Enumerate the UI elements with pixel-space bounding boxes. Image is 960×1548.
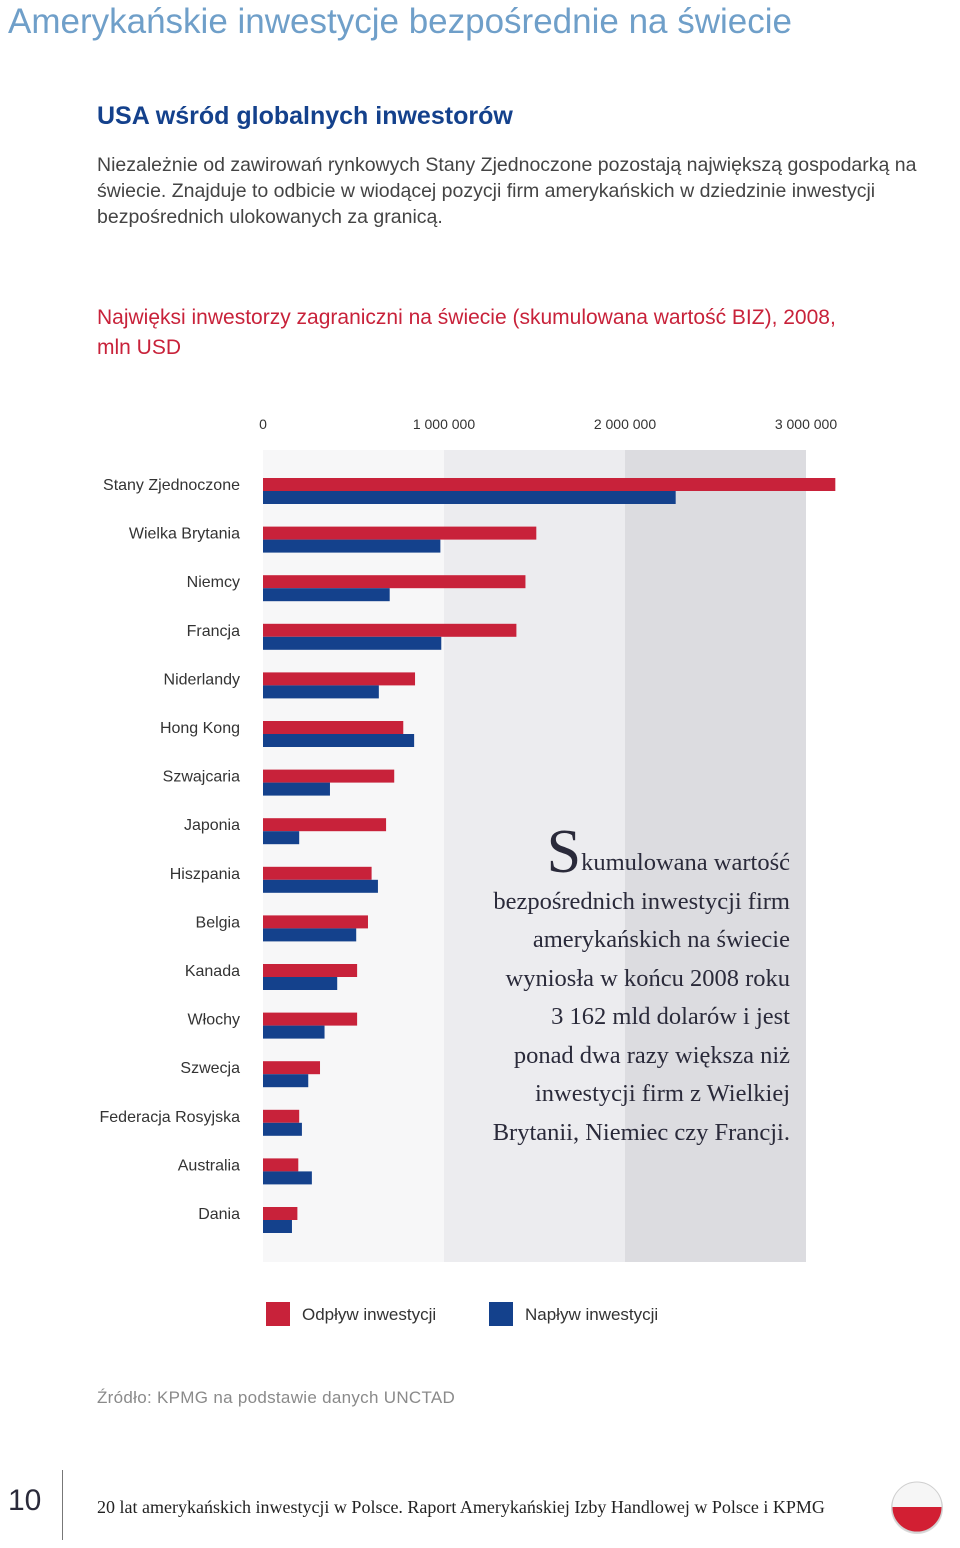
category-label: Hiszpania bbox=[170, 866, 240, 883]
bar-outflow bbox=[263, 769, 395, 783]
bar-inflow bbox=[263, 928, 357, 942]
intro-paragraph: Niezależnie od zawirowań rynkowych Stany… bbox=[97, 154, 917, 228]
legend-inflow-label: Napływ inwestycji bbox=[525, 1305, 659, 1324]
bar-outflow bbox=[263, 672, 416, 686]
bar-inflow bbox=[263, 1025, 325, 1039]
bar-outflow bbox=[263, 1158, 299, 1172]
category-label: Japonia bbox=[184, 817, 240, 834]
bar-inflow bbox=[263, 636, 442, 650]
quote-line: inwestycji firm z Wielkiej bbox=[534, 1080, 790, 1107]
bar-outflow bbox=[263, 478, 836, 491]
bar-outflow bbox=[263, 721, 404, 734]
category-label: Dania bbox=[198, 1206, 240, 1223]
bar-inflow bbox=[263, 977, 338, 990]
quote-line: ponad dwa razy większa niż bbox=[513, 1041, 790, 1069]
bar-outflow bbox=[263, 915, 368, 929]
category-label: Australia bbox=[178, 1157, 240, 1174]
category-label: Wielka Brytania bbox=[129, 526, 240, 543]
category-label: Niemcy bbox=[187, 574, 240, 591]
quote-line: kumulowana wartość bbox=[581, 849, 790, 876]
category-label: Szwecja bbox=[180, 1060, 240, 1077]
category-label: Kanada bbox=[185, 963, 240, 980]
page-number: 10 bbox=[8, 1484, 42, 1517]
bar-outflow bbox=[263, 623, 517, 637]
bar-inflow bbox=[263, 879, 378, 893]
bar-inflow bbox=[263, 1171, 312, 1185]
bar-outflow bbox=[263, 1207, 298, 1220]
chart-title: Najwięksi inwestorzy zagraniczni na świe… bbox=[97, 306, 836, 359]
grid-band bbox=[263, 450, 444, 1262]
section-heading: USA wśród globalnych inwestorów bbox=[97, 102, 513, 130]
bar-inflow bbox=[263, 685, 379, 699]
bar-inflow bbox=[263, 782, 330, 796]
bar-outflow bbox=[263, 1109, 300, 1123]
legend-outflow-label: Odpływ inwestycji bbox=[302, 1305, 437, 1324]
quote-line: wyniosła w końcu 2008 roku bbox=[505, 964, 790, 992]
bar-outflow bbox=[263, 575, 526, 589]
category-label: Federacja Rosyjska bbox=[100, 1109, 241, 1126]
bar-outflow bbox=[263, 1061, 321, 1075]
bar-chart: 0 1 000 000 2 000 000 3 000 000 Stany Zjedno… bbox=[100, 416, 837, 1262]
source-note: Źródło: KPMG na podstawie danych UNCTAD bbox=[97, 1388, 456, 1407]
x-tick-label: 3 000 000 bbox=[775, 416, 837, 432]
bar-inflow bbox=[263, 1074, 309, 1088]
quote-line: Brytanii, Niemiec czy Francji. bbox=[492, 1118, 790, 1146]
quote-line: amerykańskich na świecie bbox=[532, 926, 790, 953]
x-tick-label: 1 000 000 bbox=[413, 416, 475, 432]
quote-line: 3 162 mld dolarów i jest bbox=[551, 1003, 790, 1030]
bar-outflow bbox=[263, 818, 387, 832]
grid-band bbox=[625, 450, 806, 1262]
category-label: Hong Kong bbox=[160, 720, 240, 737]
page-title: Amerykańskie inwestycje bezpośrednie na … bbox=[8, 2, 792, 41]
category-label: Belgia bbox=[196, 914, 241, 931]
bar-outflow bbox=[263, 1012, 358, 1026]
x-tick-label: 0 bbox=[259, 416, 267, 432]
bar-inflow bbox=[263, 1122, 302, 1136]
category-label: Szwajcaria bbox=[163, 769, 240, 786]
bar-outflow bbox=[263, 866, 372, 880]
quote-callout: Skumulowana wartość bezpośrednich inwest… bbox=[480, 821, 790, 1152]
bar-inflow bbox=[263, 588, 390, 602]
category-label: Francja bbox=[187, 623, 240, 640]
quote-dropcap: S bbox=[546, 818, 582, 886]
bar-inflow bbox=[263, 831, 300, 845]
legend-outflow-swatch bbox=[266, 1302, 290, 1326]
category-label: Niderlandy bbox=[164, 671, 240, 688]
footer-divider bbox=[62, 1470, 63, 1540]
bar-inflow bbox=[263, 1220, 292, 1233]
bar-inflow bbox=[263, 491, 676, 504]
legend-inflow-swatch bbox=[489, 1302, 513, 1326]
quote-line: bezpośrednich inwestycji firm bbox=[493, 887, 790, 915]
bar-inflow bbox=[263, 539, 441, 553]
bar-outflow bbox=[263, 964, 358, 977]
category-label: Stany Zjednoczone bbox=[103, 477, 240, 494]
x-tick-label: 2 000 000 bbox=[594, 416, 656, 432]
poland-flag-icon bbox=[891, 1481, 943, 1534]
footer-text: 20 lat amerykańskich inwestycji w Polsce… bbox=[97, 1497, 825, 1517]
bar-inflow bbox=[263, 734, 415, 747]
category-label: Włochy bbox=[188, 1012, 240, 1029]
bar-outflow bbox=[263, 526, 537, 540]
